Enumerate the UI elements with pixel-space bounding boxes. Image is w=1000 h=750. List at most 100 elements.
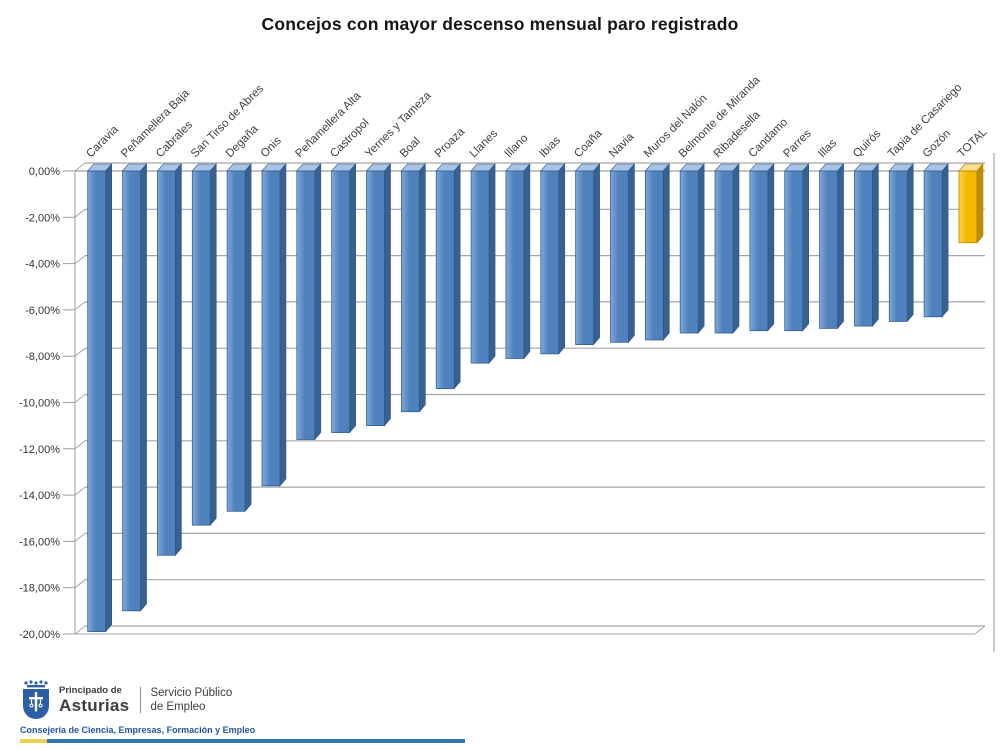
service-line1: Servicio Público (150, 686, 233, 699)
logo-row: Principado de Asturias Servicio Público … (20, 678, 232, 722)
bar-front-face (505, 170, 525, 359)
gridline-connector (74, 579, 86, 589)
bar-side-face (384, 163, 391, 427)
y-axis-tick-label: -12,00% (19, 444, 60, 456)
bar (958, 163, 984, 244)
bar (261, 163, 287, 487)
bar-side-face (767, 163, 775, 332)
y-axis-tick-label: -16,00% (19, 536, 60, 548)
bar (888, 163, 914, 323)
bar (714, 163, 740, 334)
footer-color-bar (20, 739, 465, 743)
bar-front-face (261, 170, 281, 487)
gridline-connector (74, 255, 86, 264)
bar (574, 163, 601, 346)
bar (679, 163, 705, 334)
bar-front-face (366, 170, 385, 426)
bar-front-face (610, 170, 629, 343)
y-axis-tick-label: -14,00% (19, 490, 60, 502)
bar-front-face (819, 170, 838, 329)
bar-side-face (175, 163, 182, 557)
gridline-connector (74, 486, 86, 496)
category-label: Quirós (851, 128, 884, 161)
bar-side-face (279, 163, 287, 487)
bar-side-face (140, 163, 147, 612)
bar-side-face (314, 163, 322, 441)
bar (365, 163, 392, 427)
category-label: Muros del Nalón (642, 92, 710, 160)
bar-side-face (837, 163, 844, 330)
category-label: Degaña (224, 123, 261, 160)
bar-side-face (244, 163, 252, 513)
y-axis-tick-label: -8,00% (25, 351, 60, 363)
bar-front-face (784, 170, 804, 332)
bar (296, 163, 322, 441)
footer-bar-blue (47, 739, 465, 743)
bar (749, 163, 775, 332)
category-label: Illano (503, 132, 531, 160)
bar (923, 163, 949, 318)
bar-side-face (628, 163, 635, 344)
service-block: Servicio Público de Empleo (150, 686, 232, 715)
category-label: Caravia (84, 123, 121, 160)
bar-front-face (191, 170, 211, 526)
bar-front-face (888, 170, 908, 322)
bar (784, 163, 810, 332)
gridline-connector (74, 533, 86, 542)
y-axis-tick-label: -4,00% (25, 259, 60, 271)
bar-front-face (226, 170, 246, 512)
y-axis-tick-label: -20,00% (19, 629, 60, 641)
bar (191, 163, 217, 527)
bar-side-face (523, 163, 531, 360)
asturias-shield-icon (23, 680, 49, 719)
chart-area: Concejos con mayor descenso mensual paro… (19, 14, 995, 652)
bar (400, 163, 427, 413)
bar (87, 163, 113, 633)
bar-side-face (558, 163, 566, 355)
bar-front-face (331, 170, 350, 433)
category-label: Navia (607, 130, 637, 160)
bar-front-face (714, 170, 734, 334)
category-label: Boal (398, 135, 423, 160)
y-axis-tick-label: 0,00% (29, 166, 60, 178)
bar (644, 163, 670, 341)
bar-front-face (87, 170, 107, 633)
bar-front-face (401, 170, 420, 413)
bar-front-face (854, 170, 873, 327)
logo-divider (140, 687, 142, 713)
bar-side-face (732, 163, 740, 334)
bar (435, 163, 461, 390)
gridline-connector (74, 394, 86, 403)
gridline-connector (74, 301, 86, 311)
bar-side-face (209, 163, 217, 527)
bar-front-face (749, 170, 769, 332)
category-label: Llanes (468, 127, 501, 160)
chart-title: Concejos con mayor descenso mensual paro… (261, 14, 739, 34)
category-label: Yernes y Tameza (363, 89, 434, 160)
y-axis-tick-label: -6,00% (25, 305, 60, 317)
bar (121, 163, 148, 612)
bar-side-face (662, 163, 670, 341)
bar-front-face (679, 170, 699, 334)
bar-side-face (872, 163, 879, 327)
bar-front-face (157, 170, 176, 556)
gridline-connector (74, 208, 86, 218)
service-line2: de Empleo (150, 701, 206, 713)
bar-side-face (802, 163, 810, 332)
bar-front-face (470, 170, 490, 364)
bar-side-face (941, 163, 949, 318)
bar-front-face (540, 170, 560, 355)
bars-group (87, 163, 984, 633)
category-label: Ibias (537, 134, 563, 160)
category-label: TOTAL (956, 126, 990, 160)
bar-side-face (453, 163, 461, 390)
bar (226, 163, 252, 513)
department-label: Consejería de Ciencia, Empresas, Formaci… (20, 725, 256, 735)
bar-front-face (296, 170, 316, 440)
category-label: Proaza (433, 125, 468, 160)
bar-side-face (349, 163, 356, 434)
bar-front-face (575, 170, 594, 345)
bar-side-face (593, 163, 600, 346)
bar-front-face (122, 170, 141, 612)
bar-side-face (488, 163, 496, 364)
